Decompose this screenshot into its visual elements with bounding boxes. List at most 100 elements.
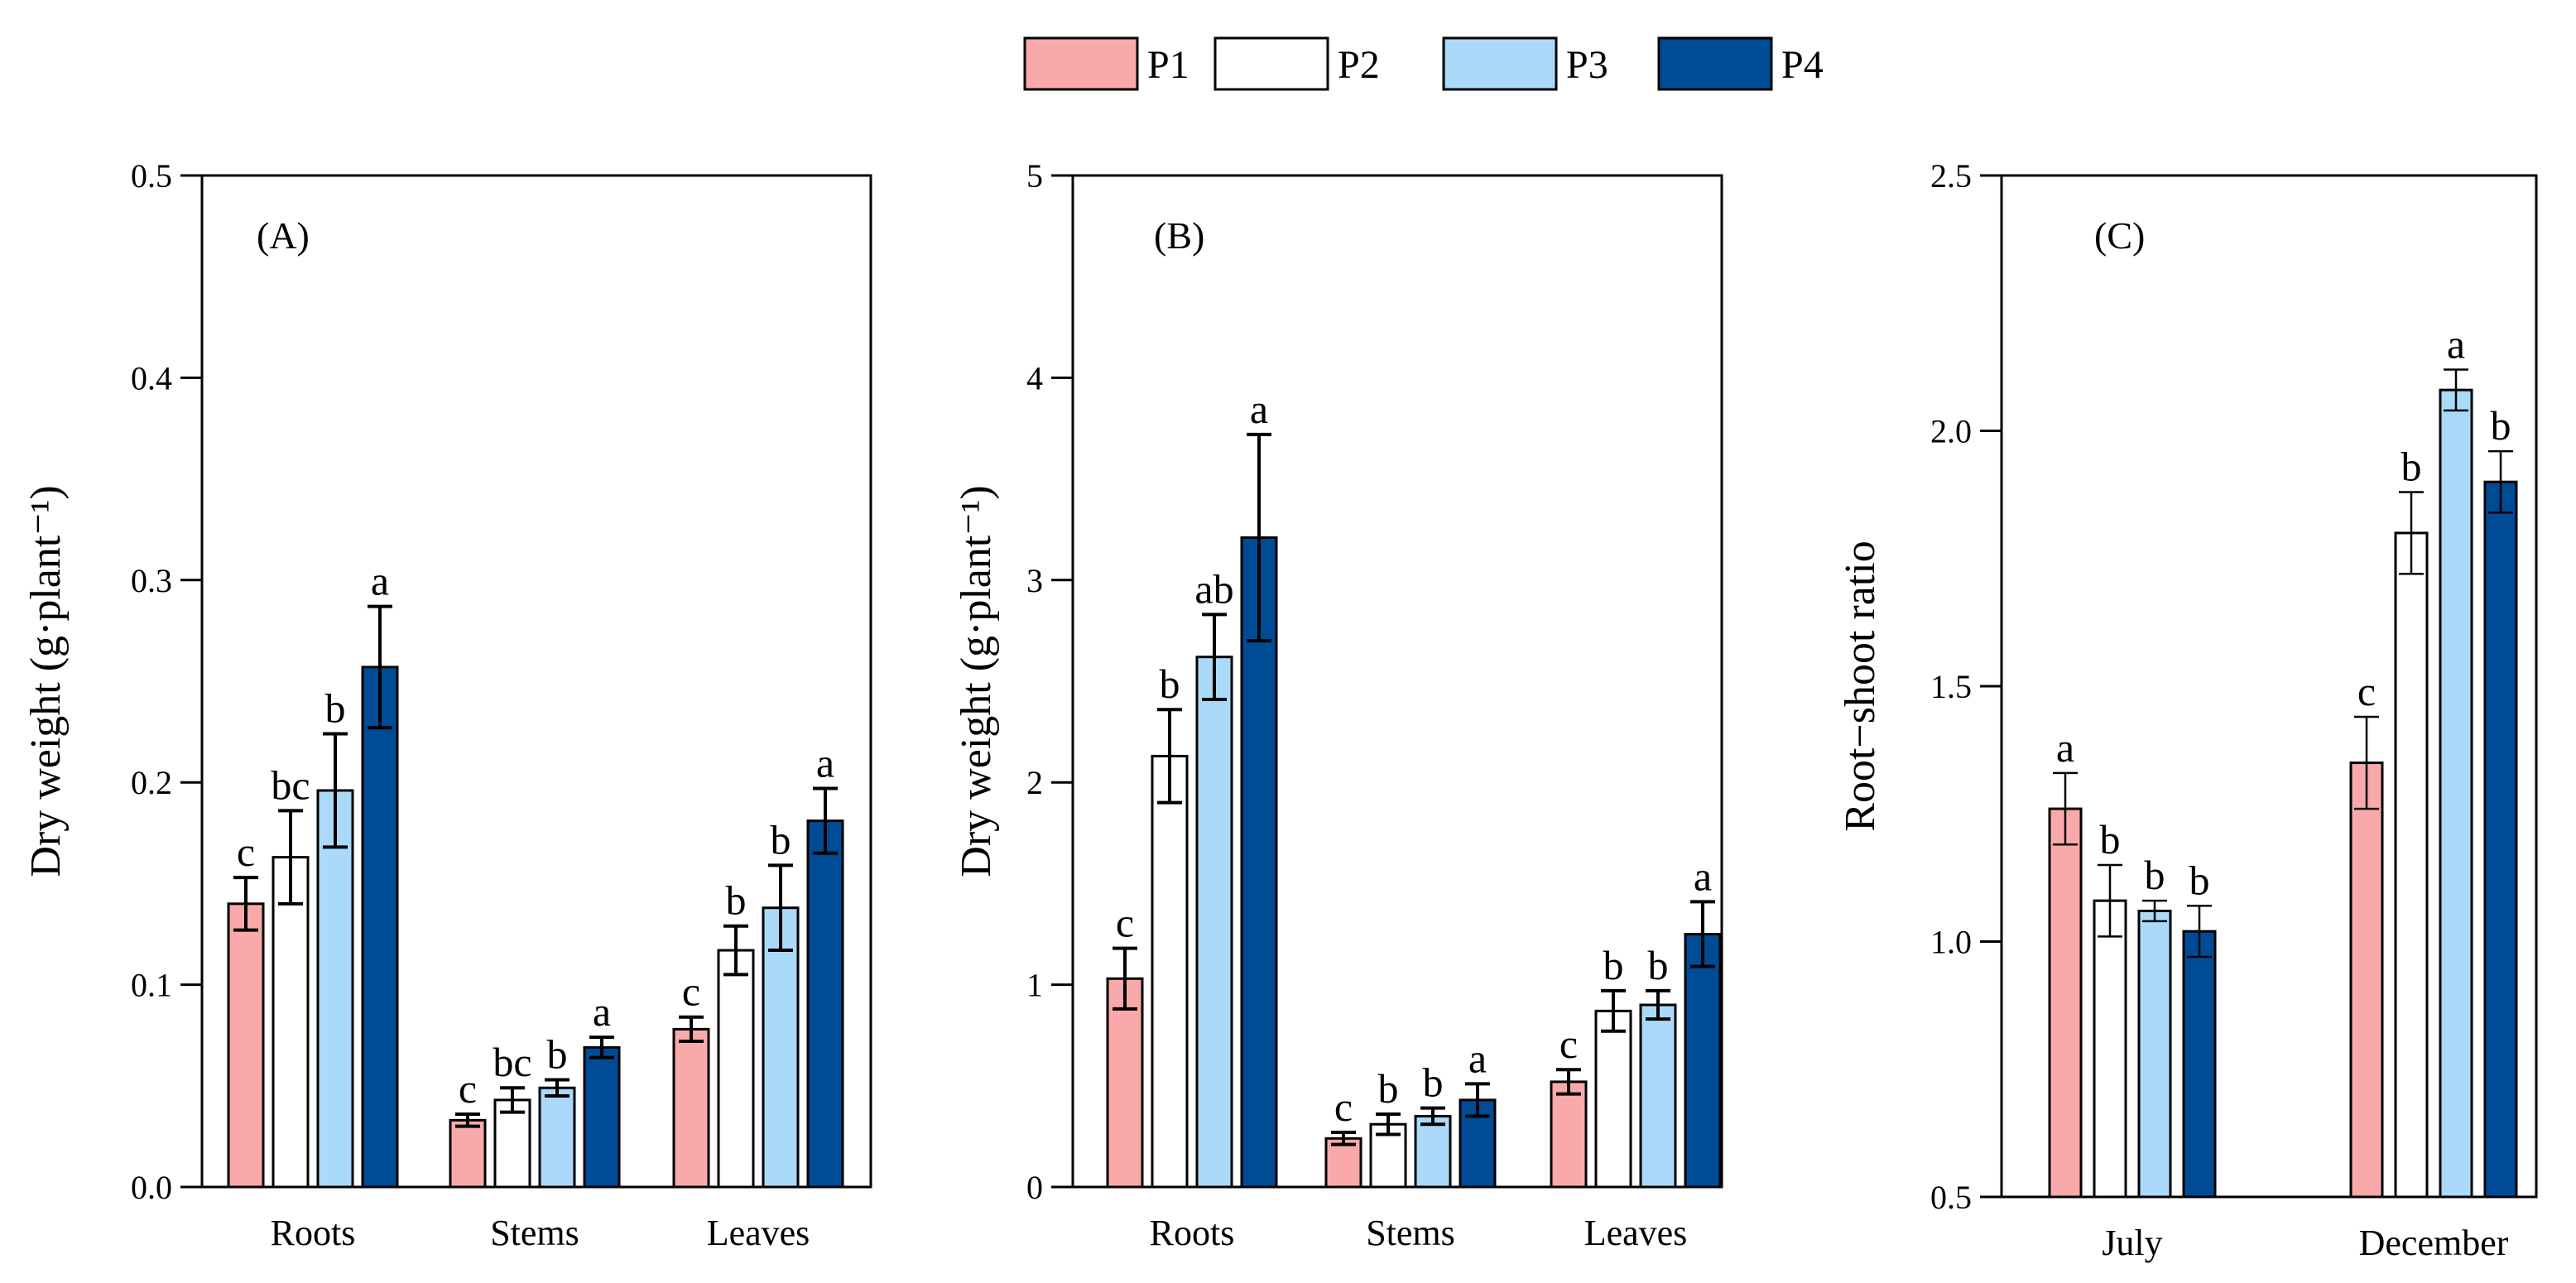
bar-p3 [762,906,800,1189]
legend-swatch-p3 [1442,36,1558,91]
bar-p3 [538,1086,576,1189]
panel-label: (A) [257,214,310,257]
bar-p3 [2439,388,2473,1199]
y-tick-label: 4 [1026,359,1043,396]
bar-p2 [2093,899,2127,1199]
bar-p4 [1684,933,1722,1189]
x-category-label: Leaves [707,1213,810,1253]
bar-p3 [1414,1114,1452,1189]
y-axis-label: Dry weight (g·plant⁻¹) [22,485,70,877]
significance-letter: b [2189,857,2210,903]
legend-label-p1: P1 [1147,43,1189,87]
significance-letter: a [593,988,611,1035]
legend: P1 P2 P3 P4 [1023,36,1824,91]
bar-p1 [1324,1136,1362,1189]
significance-letter: c [1334,1084,1353,1130]
bar-p2 [2394,531,2429,1199]
y-tick-label: 5 [1026,157,1043,195]
significance-letter: c [237,829,255,875]
significance-letter: b [547,1031,568,1077]
x-category-label: Roots [271,1213,356,1253]
bar-p4 [1459,1098,1497,1189]
significance-letter: b [1423,1060,1444,1106]
significance-letter: c [459,1065,477,1112]
bar-p3 [316,789,354,1189]
legend-label-p4: P4 [1781,43,1824,87]
legend-label-p2: P2 [1338,43,1380,87]
legend-swatch-p1 [1023,36,1139,91]
x-category-label: July [2102,1223,2162,1263]
y-tick-label: 0.3 [131,562,172,599]
bar-p1 [227,902,265,1189]
bar-p4 [806,819,844,1189]
significance-letter: b [325,685,346,732]
panel-label: (B) [1154,214,1204,257]
y-axis-label: Root−shoot ratio [1837,541,1884,831]
significance-letter: a [1694,853,1712,899]
panel-c: 0.5 1.0 1.5 2.0 2.5 Root−shoot ratio (C) July De… [1837,157,2538,1263]
legend-swatch-p2 [1214,36,1329,91]
bar-p1 [2349,762,2384,1199]
panel-label: (C) [2094,214,2145,257]
significance-letter: b [1160,661,1180,707]
y-tick-label: 2 [1026,764,1043,801]
bar-p2 [1151,754,1189,1189]
x-category-label: December [2359,1223,2509,1263]
significance-letter: a [2447,320,2465,367]
significance-letter: a [816,740,834,786]
significance-letter: c [2357,668,2376,714]
bar-p4 [583,1045,621,1189]
bar-p4 [361,666,399,1189]
x-category-label: Stems [1366,1213,1455,1253]
significance-letter: b [2491,402,2511,449]
significance-letter: b [1378,1065,1399,1112]
bar-p1 [449,1118,487,1189]
bar-p4 [2483,480,2518,1199]
y-tick-label: 0.2 [131,764,172,801]
significance-letter: bc [493,1039,531,1085]
significance-letter: b [771,816,791,863]
significance-letter: ab [1194,565,1233,612]
significance-letter: b [2145,852,2165,898]
bar-p1 [2048,807,2083,1199]
y-tick-label: 1 [1026,967,1043,1004]
significance-letter: b [2100,816,2121,863]
significance-letter: b [1603,942,1624,988]
significance-letter: a [2056,724,2074,771]
legend-swatch-p4 [1657,36,1773,91]
y-tick-label: 3 [1026,562,1043,599]
y-tick-label: 0 [1026,1169,1043,1206]
bar-p2 [272,856,310,1189]
significance-letter: c [1116,900,1134,946]
y-tick-label: 0.0 [131,1169,172,1206]
y-tick-label: 1.0 [1930,924,1972,961]
legend-label-p3: P3 [1566,43,1608,87]
significance-letter: a [1250,386,1268,432]
y-tick-label: 0.1 [131,967,172,1004]
bar-p3 [2137,909,2172,1199]
bar-p1 [1550,1080,1588,1189]
significance-letter: b [726,877,747,924]
bar-p3 [1195,656,1233,1189]
y-tick-label: 1.5 [1930,668,1972,705]
bar-p2 [717,949,755,1189]
panel-a: 0.0 0.1 0.2 0.3 0.4 0.5 Dry weight (g·plant⁻¹)… [22,157,872,1253]
bar-p1 [672,1027,710,1189]
y-tick-label: 2.0 [1930,413,1972,450]
significance-letter: a [371,558,389,604]
significance-letter: b [1648,942,1669,988]
plot-frame [200,174,872,1189]
y-tick-label: 0.4 [131,359,172,396]
significance-letter: bc [271,762,310,808]
x-category-label: Roots [1150,1213,1235,1253]
y-tick-label: 2.5 [1930,157,1972,195]
significance-letter: c [682,968,700,1015]
y-tick-label: 0.5 [131,157,172,195]
panel-b: 0 1 2 3 4 5 Dry weight (g·plant⁻¹) (B) Roots Stem… [953,157,1723,1253]
bar-p3 [1639,1003,1677,1189]
x-category-label: Leaves [1584,1213,1688,1253]
x-category-label: Stems [490,1213,579,1253]
bar-p4 [2182,930,2217,1199]
significance-letter: a [1468,1035,1487,1081]
